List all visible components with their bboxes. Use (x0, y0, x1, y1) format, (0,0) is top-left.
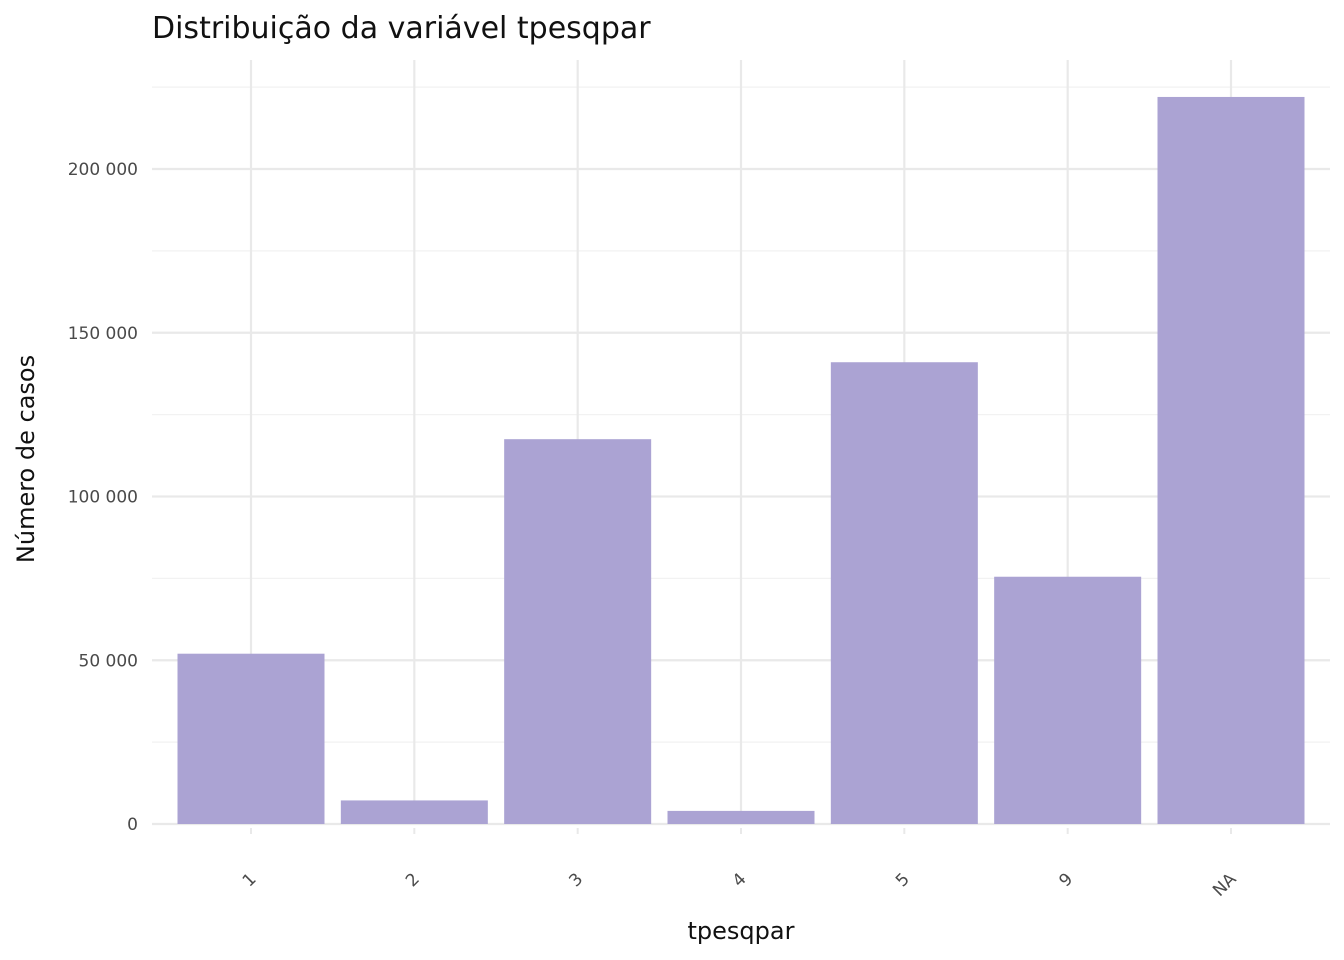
y-tick-label: 150 000 (68, 324, 138, 344)
bar-3 (504, 439, 652, 824)
y-tick-label: 200 000 (68, 160, 138, 180)
x-axis-title: tpesqpar (688, 917, 795, 945)
bar-9 (994, 576, 1142, 824)
bar-1 (177, 653, 325, 824)
bar-2 (340, 800, 488, 824)
x-tick-label: 4 (729, 869, 751, 891)
grid-layer (152, 60, 1330, 826)
x-axis-ticks: 1 2 3 4 5 9 NA (239, 828, 1241, 901)
y-axis-ticks: 0 50 000 100 000 150 000 200 000 (68, 160, 138, 835)
x-tick-label: 2 (402, 869, 424, 891)
bars-layer (177, 96, 1305, 824)
bar-4 (667, 810, 815, 824)
x-tick-label: 1 (239, 869, 261, 891)
chart-title: Distribuição da variável tpesqpar (152, 11, 651, 46)
y-tick-label: 50 000 (79, 651, 138, 671)
x-tick-label: 3 (565, 869, 587, 891)
y-axis-title: Número de casos (12, 355, 40, 563)
y-tick-label: 0 (127, 815, 138, 835)
bar-NA (1157, 96, 1305, 824)
x-tick-label: NA (1209, 869, 1241, 901)
x-tick-label: 5 (892, 869, 914, 891)
x-tick-label: 9 (1055, 869, 1077, 891)
y-tick-label: 100 000 (68, 488, 138, 508)
bar-5 (830, 362, 978, 824)
